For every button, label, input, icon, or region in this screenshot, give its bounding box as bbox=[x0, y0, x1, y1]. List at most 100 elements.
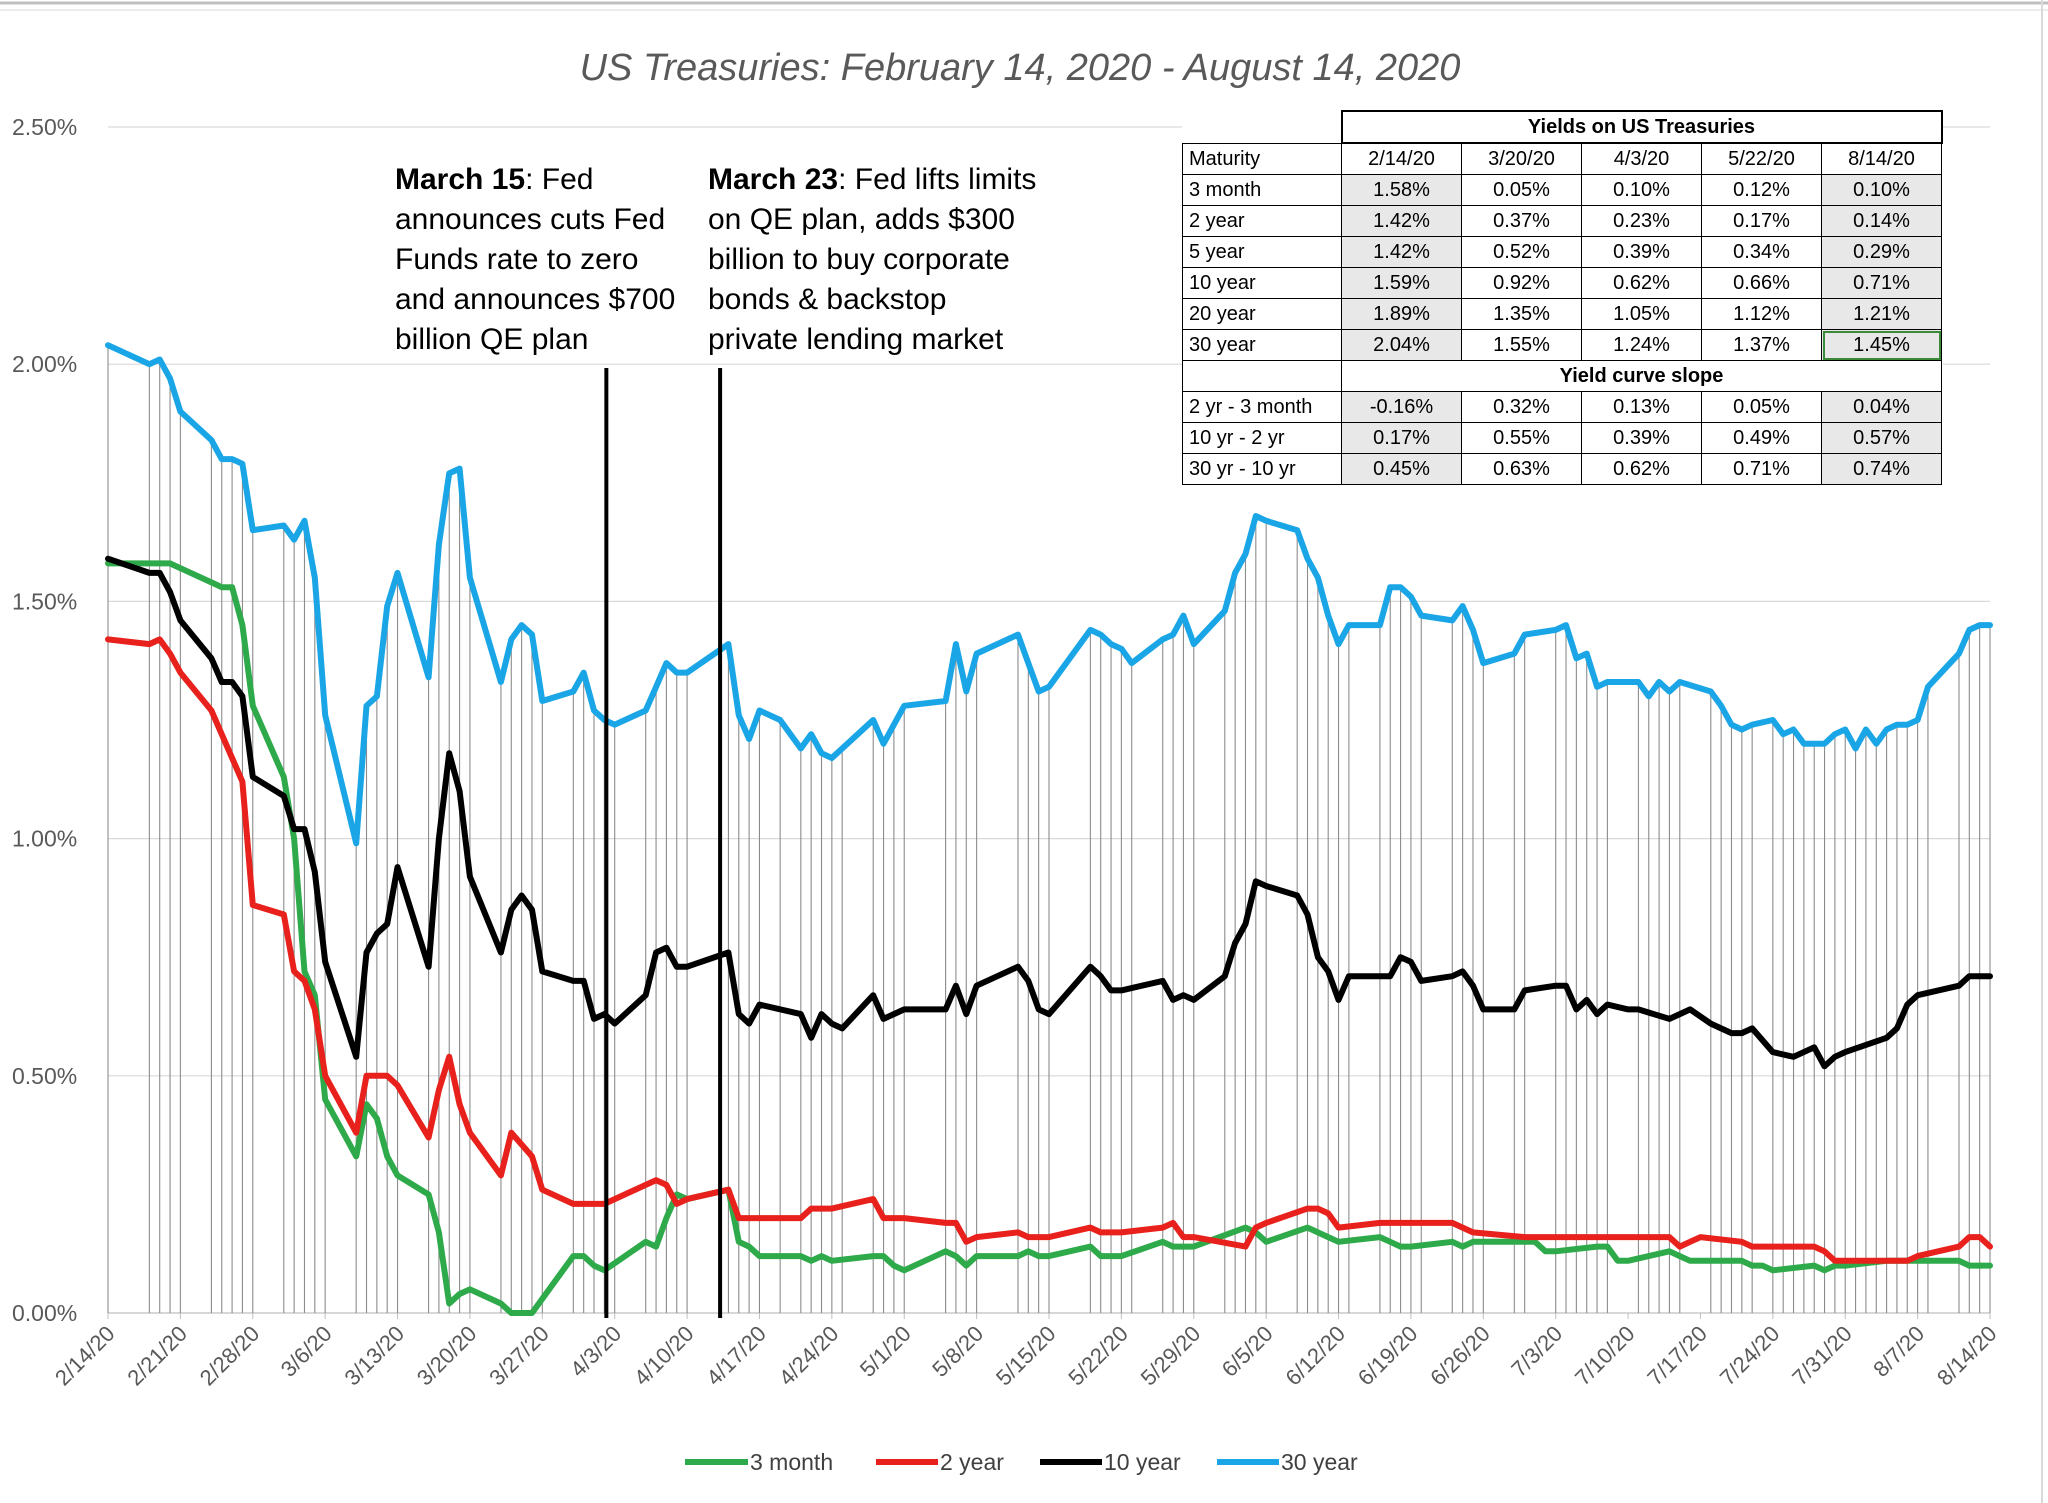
table-cell[interactable]: 0.05% bbox=[1701, 391, 1822, 423]
row-label: 2 yr - 3 month bbox=[1182, 391, 1342, 423]
table-cell[interactable]: 0.49% bbox=[1701, 422, 1822, 454]
table-title-row: Yields on US Treasuries bbox=[1182, 110, 1943, 144]
annotation-march15-line2: announces cuts Fed bbox=[395, 203, 665, 236]
row-label: 30 yr - 10 yr bbox=[1182, 453, 1342, 485]
annotation-march23-line2: on QE plan, adds $300 bbox=[708, 203, 1015, 236]
legend-label-3-month: 3 month bbox=[750, 1449, 833, 1475]
table-cell[interactable]: 0.57% bbox=[1821, 422, 1942, 454]
annotation-march23-line1: : Fed lifts limits bbox=[838, 163, 1036, 196]
table-cell[interactable]: 1.59% bbox=[1341, 267, 1462, 299]
table-row: 10 yr - 2 yr 0.17% 0.55% 0.39% 0.49% 0.5… bbox=[1182, 422, 1942, 454]
table-cell[interactable]: 0.71% bbox=[1701, 453, 1822, 485]
table-cell[interactable]: 1.42% bbox=[1341, 236, 1462, 268]
table-cell[interactable]: 0.71% bbox=[1821, 267, 1942, 299]
table-title: Yields on US Treasuries bbox=[1340, 110, 1943, 144]
annotation-march15-line5: billion QE plan bbox=[395, 323, 588, 356]
x-tick-label: 5/29/20 bbox=[1136, 1321, 1206, 1391]
table-cell[interactable]: 0.34% bbox=[1701, 236, 1822, 268]
table-cell[interactable]: 0.37% bbox=[1461, 205, 1582, 237]
y-axis-ticks: 0.00% 0.50% 1.00% 1.50% 2.00% 2.50% bbox=[12, 114, 77, 1326]
table-cell[interactable]: -0.16% bbox=[1341, 391, 1462, 423]
y-tick-label: 2.50% bbox=[12, 114, 77, 140]
x-tick-label: 6/12/20 bbox=[1280, 1321, 1350, 1391]
x-tick-label: 6/19/20 bbox=[1353, 1321, 1423, 1391]
table-cell[interactable]: 0.13% bbox=[1581, 391, 1702, 423]
table-cell[interactable]: 0.10% bbox=[1581, 174, 1702, 206]
table-cell[interactable]: 0.52% bbox=[1461, 236, 1582, 268]
table-row: 10 year 1.59% 0.92% 0.62% 0.66% 0.71% bbox=[1182, 267, 1942, 299]
table-cell[interactable]: 0.39% bbox=[1581, 236, 1702, 268]
table-cell[interactable]: 0.17% bbox=[1701, 205, 1822, 237]
legend-label-2-year: 2 year bbox=[940, 1449, 1004, 1475]
table-cell[interactable]: 1.24% bbox=[1581, 329, 1702, 361]
table-cell[interactable]: 0.62% bbox=[1581, 267, 1702, 299]
table-cell[interactable]: 0.14% bbox=[1821, 205, 1942, 237]
row-label: 3 month bbox=[1182, 174, 1342, 206]
table-cell[interactable]: 0.29% bbox=[1821, 236, 1942, 268]
table-cell[interactable]: 1.89% bbox=[1341, 298, 1462, 330]
x-tick-label: 8/7/20 bbox=[1868, 1321, 1929, 1382]
legend: 3 month 2 year 10 year 30 year bbox=[685, 1449, 1358, 1475]
date-header: 8/14/20 bbox=[1821, 142, 1942, 175]
table-row: 2 year 1.42% 0.37% 0.23% 0.17% 0.14% bbox=[1182, 205, 1942, 237]
series-line-10-year bbox=[105, 555, 1993, 1070]
table-cell[interactable]: 0.55% bbox=[1461, 422, 1582, 454]
x-tick-label: 4/10/20 bbox=[629, 1321, 699, 1391]
table-corner-cell bbox=[1182, 111, 1342, 144]
selected-table-cell[interactable]: 1.45% bbox=[1821, 329, 1942, 361]
annotation-march15-line4: and announces $700 bbox=[395, 283, 675, 316]
slope-title-row: Yield curve slope bbox=[1182, 360, 1942, 392]
x-tick-label: 7/17/20 bbox=[1642, 1321, 1712, 1391]
table-cell[interactable]: 1.37% bbox=[1701, 329, 1822, 361]
table-cell[interactable]: 1.21% bbox=[1821, 298, 1942, 330]
legend-label-10-year: 10 year bbox=[1104, 1449, 1181, 1475]
y-tick-label: 0.00% bbox=[12, 1300, 77, 1326]
x-tick-label: 5/15/20 bbox=[991, 1321, 1061, 1391]
x-tick-label: 7/3/20 bbox=[1506, 1321, 1567, 1382]
table-cell[interactable]: 0.04% bbox=[1821, 391, 1942, 423]
table-cell[interactable]: 0.39% bbox=[1581, 422, 1702, 454]
series-line-30-year bbox=[105, 342, 1993, 847]
x-tick-label: 3/20/20 bbox=[412, 1321, 482, 1391]
table-cell[interactable]: 1.05% bbox=[1581, 298, 1702, 330]
chart-title: US Treasuries: February 14, 2020 - Augus… bbox=[580, 47, 1461, 89]
table-row: 5 year 1.42% 0.52% 0.39% 0.34% 0.29% bbox=[1182, 236, 1942, 268]
table-cell[interactable]: 1.35% bbox=[1461, 298, 1582, 330]
x-tick-label: 7/24/20 bbox=[1715, 1321, 1785, 1391]
x-tick-label: 8/14/20 bbox=[1932, 1321, 2002, 1391]
table-cell[interactable]: 0.63% bbox=[1461, 453, 1582, 485]
table-cell[interactable]: 0.17% bbox=[1341, 422, 1462, 454]
table-cell[interactable]: 0.12% bbox=[1701, 174, 1822, 206]
table-cell[interactable]: 1.12% bbox=[1701, 298, 1822, 330]
table-row: 30 year 2.04% 1.55% 1.24% 1.37% 1.45% bbox=[1182, 329, 1942, 361]
x-tick-label: 5/8/20 bbox=[927, 1321, 988, 1382]
table-cell[interactable]: 1.42% bbox=[1341, 205, 1462, 237]
table-cell[interactable]: 0.32% bbox=[1461, 391, 1582, 423]
table-row: 20 year 1.89% 1.35% 1.05% 1.12% 1.21% bbox=[1182, 298, 1942, 330]
table-cell[interactable]: 2.04% bbox=[1341, 329, 1462, 361]
x-tick-label: 3/27/20 bbox=[484, 1321, 554, 1391]
table-cell[interactable]: 0.62% bbox=[1581, 453, 1702, 485]
y-tick-label: 1.00% bbox=[12, 826, 77, 852]
table-cell[interactable]: 1.55% bbox=[1461, 329, 1582, 361]
x-tick-label: 2/28/20 bbox=[195, 1321, 265, 1391]
slope-title: Yield curve slope bbox=[1341, 360, 1942, 392]
annotation-march15-line3: Funds rate to zero bbox=[395, 243, 638, 276]
table-cell[interactable]: 1.58% bbox=[1341, 174, 1462, 206]
table-cell[interactable]: 0.45% bbox=[1341, 453, 1462, 485]
x-tick-label: 3/6/20 bbox=[276, 1321, 337, 1382]
series-line-3-month bbox=[105, 560, 1993, 1316]
table-cell[interactable]: 0.05% bbox=[1461, 174, 1582, 206]
date-drop-lines bbox=[107, 345, 1991, 1313]
annotation-march23-line4: bonds & backstop bbox=[708, 283, 947, 316]
table-cell[interactable]: 0.23% bbox=[1581, 205, 1702, 237]
table-cell[interactable]: 0.92% bbox=[1461, 267, 1582, 299]
table-cell[interactable]: 0.10% bbox=[1821, 174, 1942, 206]
legend-label-30-year: 30 year bbox=[1281, 1449, 1358, 1475]
date-header: 3/20/20 bbox=[1461, 142, 1582, 175]
table-cell[interactable]: 0.74% bbox=[1821, 453, 1942, 485]
maturity-header: Maturity bbox=[1182, 142, 1342, 175]
row-label: 10 year bbox=[1182, 267, 1342, 299]
table-cell[interactable]: 0.66% bbox=[1701, 267, 1822, 299]
